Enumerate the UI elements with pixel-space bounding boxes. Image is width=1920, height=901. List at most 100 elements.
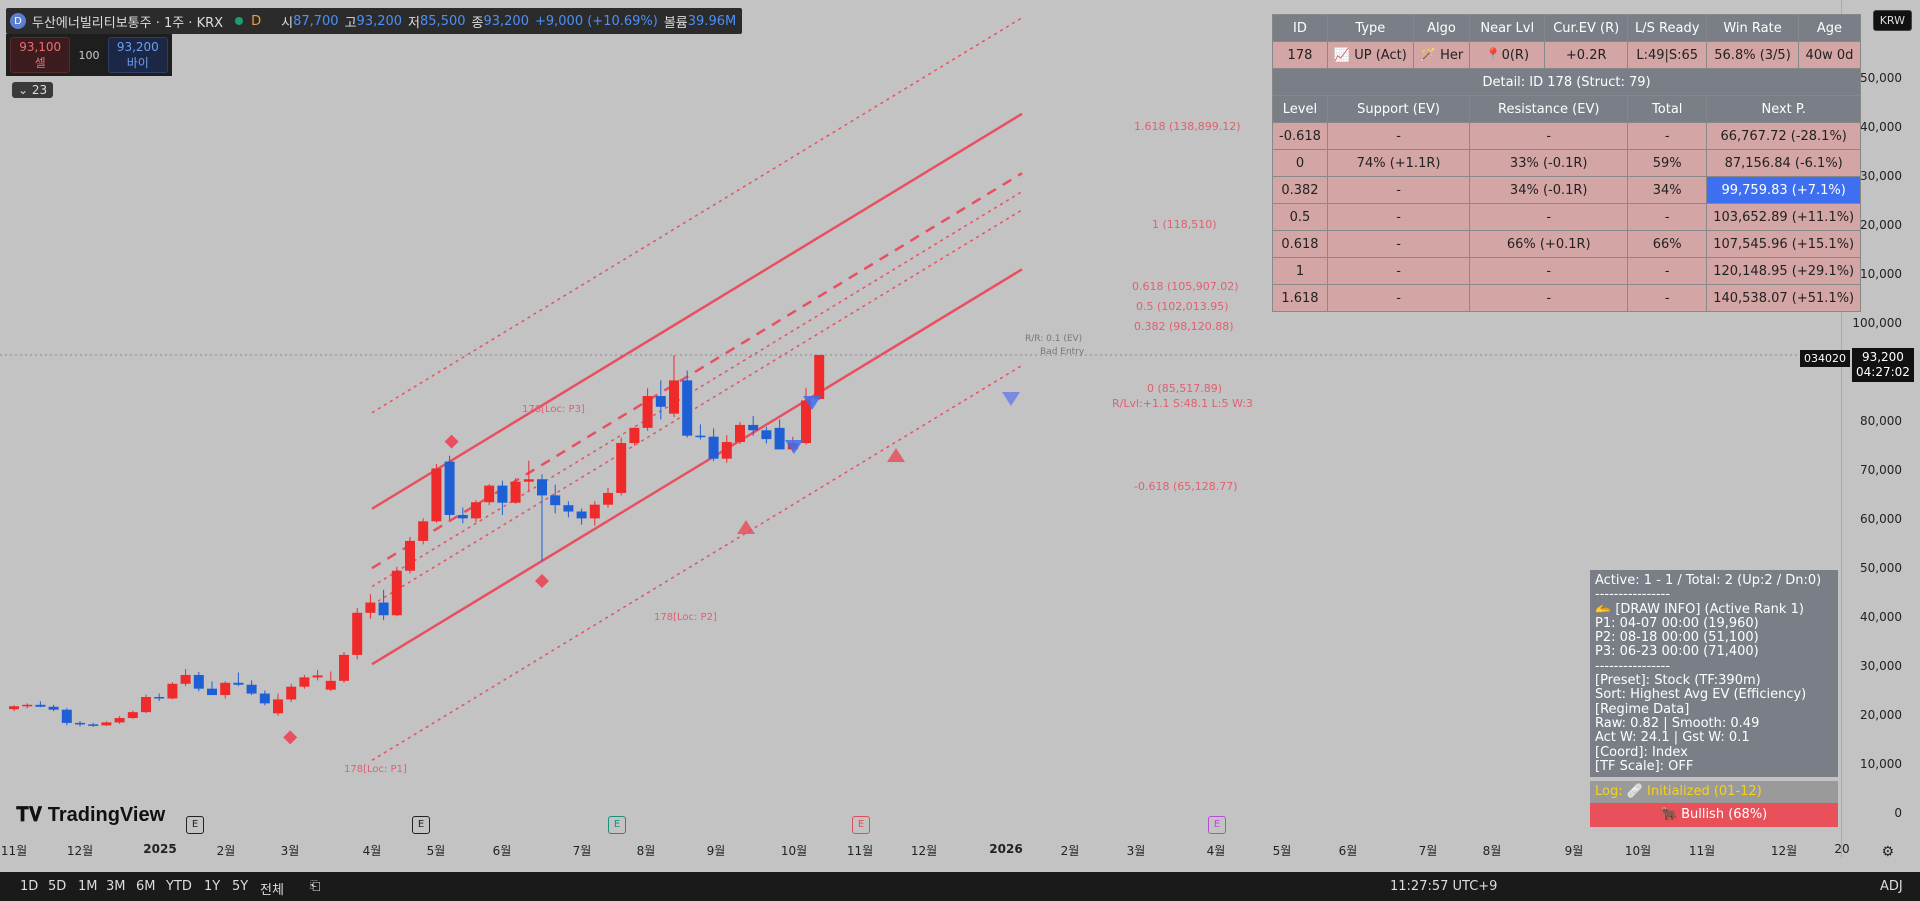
price-tick: 60,000	[1860, 512, 1902, 526]
level-cell: -	[1627, 122, 1708, 150]
timeframe-button[interactable]: 1M	[78, 879, 98, 894]
price-tick: 0	[1894, 806, 1902, 820]
candle-body	[629, 427, 640, 444]
earnings-event-icon[interactable]: E	[608, 816, 626, 834]
time-tick: 5월	[426, 844, 446, 858]
logo-text: TradingView	[47, 804, 166, 826]
pivot-p1-marker	[283, 730, 298, 745]
time-tick: 10월	[780, 844, 808, 858]
symbol-title[interactable]: 두산에너빌리티보통주 · 1주 · KRX	[32, 15, 224, 31]
sell-label: 셀	[34, 55, 46, 70]
bad-entry-label: Bad Entry	[1040, 347, 1085, 357]
candle-body	[9, 706, 19, 710]
info-line: Active: 1 - 1 / Total: 2 (Up:2 / Dn:0)	[1595, 573, 1822, 588]
candle-body	[273, 699, 283, 714]
time-tick: 2026	[989, 842, 1023, 856]
candle-body	[510, 481, 521, 503]
time-tick: 8월	[636, 844, 656, 858]
timeframe-button[interactable]: 6M	[136, 879, 156, 894]
open-value: 87,700	[293, 13, 339, 29]
candle-body	[814, 354, 825, 399]
close-value: 93,200	[483, 13, 529, 29]
currency-selector[interactable]: KRW	[1872, 10, 1912, 31]
level-cell: 33% (-0.1R)	[1469, 149, 1629, 177]
price-axis[interactable]: KRW 150,000 140,000 130,000 120,000 110,000 1…	[1841, 0, 1920, 858]
table-header: L/S Ready	[1627, 14, 1708, 42]
table-cell: 40w 0d	[1797, 41, 1862, 69]
level-header: Next P.	[1706, 95, 1862, 123]
level-cell: 74% (+1.1R)	[1326, 149, 1471, 177]
settings-gear-icon[interactable]: ⚙	[1881, 844, 1894, 860]
clock[interactable]: 11:27:57 UTC+9	[1390, 879, 1498, 894]
level-cell: 66% (+0.1R)	[1469, 230, 1629, 258]
time-tick: 6월	[1338, 844, 1358, 858]
buy-label: 바이	[126, 55, 149, 70]
info-line: P2: 08-18 00:00 (51,100)	[1595, 630, 1759, 646]
candle-body	[735, 424, 745, 443]
quantity-field[interactable]: 100	[78, 48, 100, 62]
earnings-event-icon[interactable]: E	[186, 816, 204, 834]
timeframe-button[interactable]: 1Y	[204, 879, 221, 894]
detail-title: Detail: ID 178 (Struct: 79)	[1271, 68, 1862, 96]
fib-level-label: 0.618 (105,907.02)	[1132, 280, 1239, 293]
candle-body	[167, 683, 178, 699]
level-cell: 87,156.84 (-6.1%)	[1706, 149, 1862, 177]
candle-body	[299, 677, 310, 687]
time-tick: 2월	[216, 844, 236, 858]
level-cell: 0.5	[1272, 203, 1328, 231]
time-tick: 10월	[1624, 844, 1652, 858]
level-header: Level	[1272, 95, 1328, 123]
table-cell: 178	[1272, 41, 1328, 69]
level-cell: -	[1627, 284, 1708, 312]
candle-body	[154, 696, 165, 699]
earnings-event-icon[interactable]: E	[852, 816, 870, 834]
timeframe-button[interactable]: 1D	[20, 879, 39, 894]
price-tick: 80,000	[1860, 414, 1902, 428]
price-tick: 70,000	[1860, 463, 1902, 477]
indicator-collapse-badge[interactable]: ⌄ 23	[12, 82, 54, 98]
level-cell: 0.382	[1272, 176, 1328, 204]
level-cell: -0.618	[1272, 122, 1328, 150]
earnings-event-icon[interactable]: E	[1208, 816, 1226, 834]
candle-body	[246, 684, 257, 694]
table-cell: +0.2R	[1544, 41, 1629, 69]
tradingview-logo[interactable]: 𝐓𝐕 TradingView	[16, 804, 165, 827]
channel-lower-line	[371, 268, 1023, 666]
time-tick: 5월	[1272, 844, 1292, 858]
table-cell: 🪄 Her	[1412, 41, 1471, 69]
timeframe-button[interactable]: 5D	[48, 879, 67, 894]
fib-level-label: 1.618 (138,899.12)	[1134, 120, 1241, 133]
table-header: Near Lvl	[1469, 14, 1546, 42]
buy-button[interactable]: 93,200 바이	[107, 37, 169, 73]
time-axis[interactable]: 11월 12월 2025 2월 3월 4월 5월 6월 7월 8월 9월 10월 11월 12월 2026 2…	[0, 842, 1850, 862]
candle-body	[497, 485, 508, 503]
indicator-count: 23	[31, 83, 48, 97]
timeframe-button[interactable]: 전체	[260, 883, 284, 898]
channel-fib-neg0618-line	[371, 364, 1023, 761]
table-header: ID	[1272, 14, 1328, 42]
candle-body	[589, 504, 600, 519]
info-line: [Coord]: Index	[1595, 744, 1688, 760]
candle-body	[259, 693, 270, 704]
time-tick: 3월	[1126, 844, 1146, 858]
signal-down-marker	[803, 396, 821, 410]
candle-body	[48, 706, 59, 710]
level-cell: -	[1326, 257, 1471, 285]
level-cell: -	[1326, 284, 1471, 312]
table-cell: 📍0(R)	[1469, 41, 1546, 69]
timeframe-button[interactable]: YTD	[166, 879, 192, 894]
timeframe-button[interactable]: 3M	[106, 879, 126, 894]
close-label: 종	[471, 15, 484, 31]
adj-toggle[interactable]: ADJ	[1880, 879, 1903, 894]
earnings-event-icon[interactable]: E	[412, 816, 430, 834]
date-range-icon[interactable]: ⎗	[310, 879, 321, 894]
candle-body	[576, 511, 587, 519]
time-tick: 2025	[143, 842, 177, 856]
pivot-p3-label: 178[Loc: P3]	[522, 404, 585, 415]
sell-button[interactable]: 93,100 셀	[10, 37, 71, 73]
risk-reward-label: R/R: 0.1 (EV)	[1025, 334, 1083, 344]
timeframe-button[interactable]: 5Y	[232, 879, 249, 894]
pivot-p2-marker	[535, 573, 549, 588]
buy-price: 93,200	[116, 39, 159, 54]
